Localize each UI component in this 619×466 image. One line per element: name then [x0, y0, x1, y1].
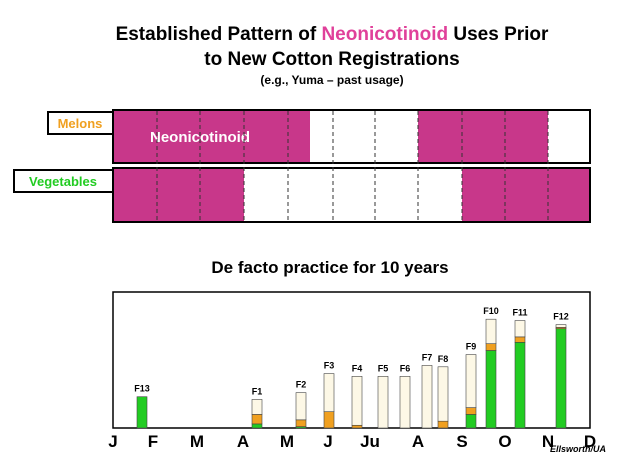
month-label: A — [412, 432, 424, 451]
bar-text: Neonicotinoid — [150, 129, 250, 146]
bar-segment — [377, 376, 389, 429]
use-period — [418, 111, 548, 162]
bar-label: F11 — [512, 308, 527, 318]
bar-segment — [555, 324, 567, 328]
bar-segment — [251, 423, 263, 429]
bar-segment — [485, 350, 497, 429]
bar-segment — [323, 373, 335, 412]
bar-label: F3 — [324, 361, 335, 371]
bar-label: F13 — [134, 384, 150, 394]
bar-label: F8 — [438, 354, 449, 364]
bar-segment — [485, 318, 497, 344]
bar-label: F9 — [466, 342, 477, 352]
bar-segment — [399, 376, 411, 429]
bar-label: F7 — [422, 352, 433, 362]
bar-segment — [465, 414, 477, 429]
bar-segment — [485, 343, 497, 351]
bar-label: F10 — [483, 306, 499, 316]
title-line-1: Established Pattern of Neonicotinoid Use… — [116, 24, 549, 45]
plot-frame — [112, 291, 591, 429]
month-label: M — [190, 432, 204, 451]
bar-segment — [555, 328, 567, 429]
month-label: D — [584, 432, 596, 451]
bar-segment — [465, 354, 477, 408]
row-label: Vegetables — [29, 174, 97, 189]
row-label: Melons — [58, 116, 103, 131]
bar-segment — [136, 396, 148, 429]
bar-segment — [514, 342, 526, 429]
month-label: O — [498, 432, 511, 451]
use-period — [114, 111, 310, 162]
bar-segment — [295, 419, 307, 427]
title-part: Established Pattern of — [116, 24, 322, 45]
subtitle: (e.g., Yuma – past usage) — [260, 73, 403, 87]
month-label: M — [280, 432, 294, 451]
month-label: A — [237, 432, 249, 451]
bar-segment — [295, 392, 307, 421]
bar-segment — [351, 376, 363, 426]
bar-segment — [323, 411, 335, 429]
bar-label: F1 — [252, 386, 263, 396]
month-label: N — [542, 432, 554, 451]
use-period — [114, 169, 244, 221]
bar-label: F4 — [352, 363, 363, 373]
bar-segment — [421, 365, 433, 429]
bar-label: F12 — [553, 312, 569, 322]
bar-label: F2 — [296, 380, 307, 390]
bar-segment — [351, 424, 363, 429]
month-label: J — [323, 432, 332, 451]
bar-segment — [437, 366, 449, 422]
bar-label: F5 — [378, 363, 389, 373]
chart-title: De facto practice for 10 years — [211, 258, 448, 277]
title-line-2: to New Cotton Registrations — [204, 49, 459, 70]
title-highlight: Neonicotinoid — [321, 24, 448, 45]
month-label: J — [108, 432, 117, 451]
bar-segment — [465, 407, 477, 415]
bar-segment — [251, 414, 263, 425]
month-label: F — [148, 432, 158, 451]
bar-label: F6 — [400, 363, 411, 373]
bar-segment — [251, 399, 263, 415]
month-label: S — [456, 432, 467, 451]
bar-segment — [514, 336, 526, 343]
bar-segment — [514, 320, 526, 338]
bar-segment — [437, 420, 449, 429]
credit: Ellsworth/UA — [550, 444, 606, 454]
use-period — [462, 169, 589, 221]
month-dividers — [156, 111, 549, 221]
month-label: Ju — [360, 432, 380, 451]
title-part: Uses Prior — [448, 24, 549, 45]
